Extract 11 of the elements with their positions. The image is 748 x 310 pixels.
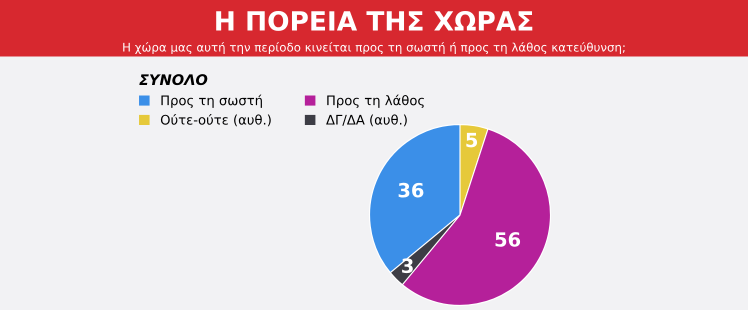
chart-subtitle: Η χώρα μας αυτή την περίοδο κινείται προς τη σωστή ή προς τη λάθος κατεύθυνση; — [123, 42, 625, 54]
data-label: 56 — [496, 232, 520, 247]
chart-title: Η ΠΟΡΕΙΑ ΤΗΣ ΧΩΡΑΣ — [216, 10, 532, 31]
data-label: 3 — [402, 258, 413, 274]
data-label: 5 — [466, 132, 478, 148]
legend-label: ΔΓ/ΔΑ (αυθ.) — [326, 114, 407, 126]
legend-label: Ούτε-ούτε (αυθ.) — [160, 114, 271, 126]
legend-label: Προς τη λάθος — [327, 94, 424, 108]
legend-label: Προς τη σωστή — [161, 94, 262, 108]
data-label: 36 — [398, 182, 424, 198]
legend-title: ΣΥΝΟΛΟ — [139, 74, 208, 86]
